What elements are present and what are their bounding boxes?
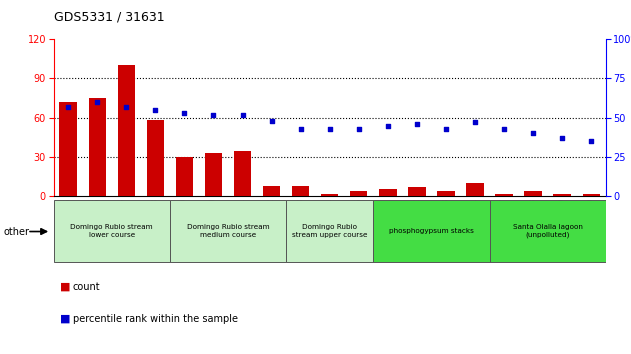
- Bar: [466, 183, 484, 196]
- Bar: [88, 98, 106, 196]
- Text: GDS5331 / 31631: GDS5331 / 31631: [54, 10, 164, 23]
- Point: [557, 135, 567, 141]
- Point: [266, 118, 276, 124]
- Point: [441, 126, 451, 132]
- Point: [528, 131, 538, 136]
- Bar: [234, 150, 251, 196]
- Point: [237, 112, 247, 118]
- Bar: [204, 153, 222, 196]
- Bar: [437, 191, 455, 196]
- Bar: [175, 157, 193, 196]
- Bar: [286, 200, 374, 262]
- Point: [295, 126, 305, 132]
- Text: Domingo Rubio stream
medium course: Domingo Rubio stream medium course: [187, 224, 269, 238]
- Bar: [408, 187, 425, 196]
- Bar: [292, 186, 309, 196]
- Bar: [524, 191, 542, 196]
- Bar: [117, 65, 135, 196]
- Bar: [490, 200, 606, 262]
- Point: [499, 126, 509, 132]
- Point: [354, 126, 364, 132]
- Point: [383, 123, 393, 129]
- Point: [324, 126, 334, 132]
- Point: [470, 120, 480, 125]
- Bar: [321, 194, 338, 196]
- Point: [121, 104, 131, 109]
- Bar: [350, 191, 367, 196]
- Point: [586, 138, 596, 144]
- Point: [63, 104, 73, 109]
- Bar: [59, 102, 77, 196]
- Point: [179, 110, 189, 116]
- Text: Santa Olalla lagoon
(unpolluted): Santa Olalla lagoon (unpolluted): [513, 224, 582, 238]
- Bar: [582, 194, 600, 196]
- Text: percentile rank within the sample: percentile rank within the sample: [73, 314, 237, 324]
- Point: [412, 121, 422, 127]
- Bar: [553, 194, 571, 196]
- Text: other: other: [3, 227, 29, 237]
- Bar: [379, 189, 396, 196]
- Bar: [54, 200, 170, 262]
- Point: [208, 112, 218, 118]
- Bar: [146, 120, 164, 196]
- Bar: [263, 186, 280, 196]
- Bar: [170, 200, 286, 262]
- Text: Domingo Rubio stream
lower course: Domingo Rubio stream lower course: [71, 224, 153, 238]
- Bar: [495, 194, 513, 196]
- Bar: [374, 200, 490, 262]
- Text: phosphogypsum stacks: phosphogypsum stacks: [389, 228, 474, 234]
- Text: ■: ■: [60, 314, 71, 324]
- Point: [150, 107, 160, 113]
- Text: Domingo Rubio
stream upper course: Domingo Rubio stream upper course: [292, 224, 367, 238]
- Text: ■: ■: [60, 282, 71, 292]
- Point: [92, 99, 102, 105]
- Text: count: count: [73, 282, 100, 292]
